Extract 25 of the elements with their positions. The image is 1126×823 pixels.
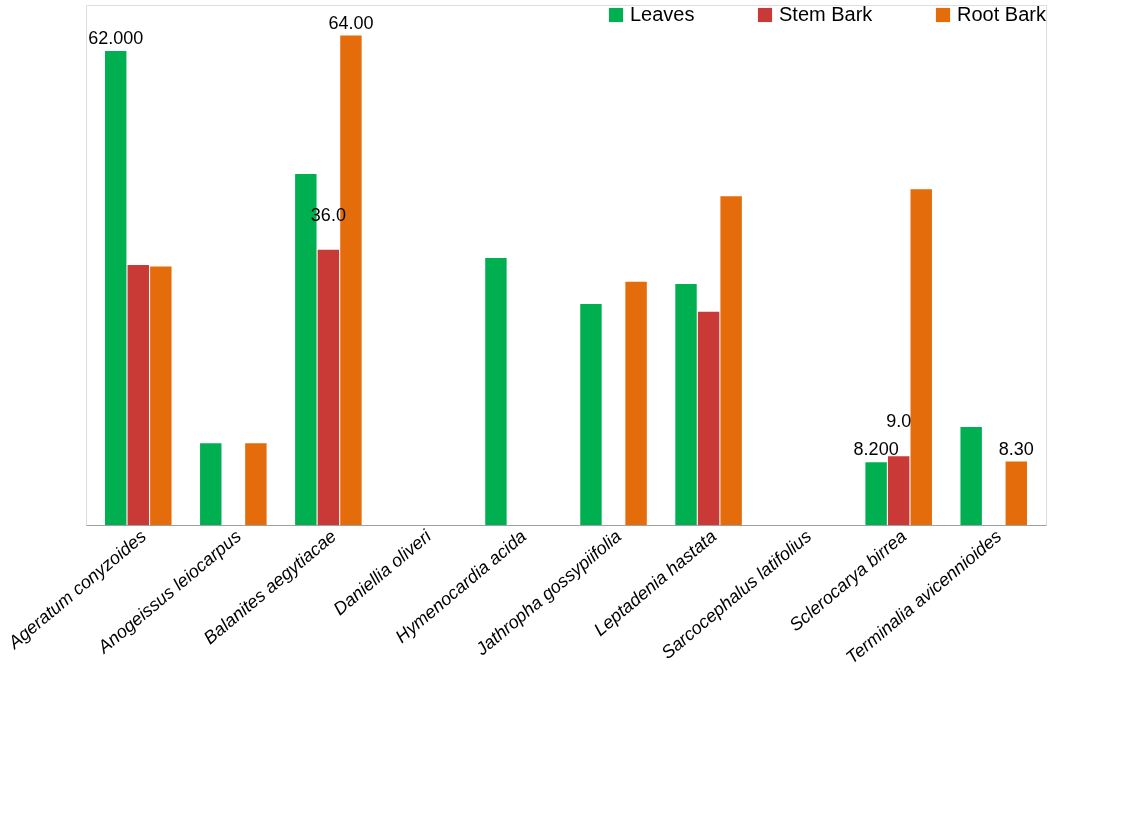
bar [105,50,127,525]
bar [960,427,982,525]
bar [150,266,172,525]
bar [720,196,742,525]
bar [245,443,267,525]
data-label: 64.00 [328,12,374,33]
bar [697,311,720,525]
data-label: 9.0 [886,411,912,432]
legend-label: Stem Bark [779,3,874,25]
legend-label: Leaves [630,3,695,25]
bar [910,189,932,525]
bar [127,265,149,525]
data-label: 8.200 [853,439,899,460]
bar [317,249,340,525]
data-label: 8.30 [998,438,1034,459]
bar [580,304,602,525]
data-label: 62.000 [88,27,144,48]
bar [1005,461,1027,525]
bar [625,281,647,525]
bar [675,284,697,525]
legend-label: Root Bark [957,3,1047,25]
bar [887,456,910,525]
bar [485,258,507,525]
bar [200,443,222,525]
bar [865,462,887,525]
